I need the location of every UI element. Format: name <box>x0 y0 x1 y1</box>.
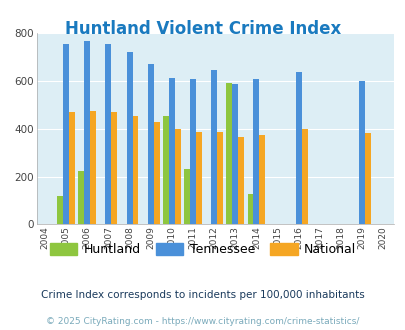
Text: Huntland Violent Crime Index: Huntland Violent Crime Index <box>65 20 340 38</box>
Bar <box>57 196 63 224</box>
Bar <box>63 44 69 224</box>
Legend: Huntland, Tennessee, National: Huntland, Tennessee, National <box>45 238 360 261</box>
Bar <box>105 44 111 224</box>
Bar <box>358 81 364 224</box>
Bar <box>259 135 264 224</box>
Bar <box>190 79 196 224</box>
Bar <box>153 122 159 224</box>
Bar <box>211 70 217 224</box>
Bar <box>90 111 96 224</box>
Bar <box>175 129 180 224</box>
Bar <box>301 129 307 224</box>
Bar <box>253 79 259 224</box>
Bar <box>147 64 153 224</box>
Text: © 2025 CityRating.com - https://www.cityrating.com/crime-statistics/: © 2025 CityRating.com - https://www.city… <box>46 317 359 326</box>
Bar <box>232 84 238 224</box>
Bar <box>196 132 201 224</box>
Bar <box>238 137 243 224</box>
Bar <box>78 171 84 224</box>
Bar <box>226 83 232 224</box>
Bar <box>295 73 301 224</box>
Bar <box>111 112 117 224</box>
Bar <box>132 115 138 224</box>
Bar <box>364 134 370 224</box>
Bar <box>183 169 190 224</box>
Bar <box>69 112 75 224</box>
Bar <box>126 52 132 224</box>
Bar <box>84 41 90 224</box>
Bar <box>168 79 175 224</box>
Bar <box>217 132 222 224</box>
Bar <box>162 115 168 224</box>
Text: Crime Index corresponds to incidents per 100,000 inhabitants: Crime Index corresponds to incidents per… <box>41 290 364 300</box>
Bar <box>247 194 253 224</box>
